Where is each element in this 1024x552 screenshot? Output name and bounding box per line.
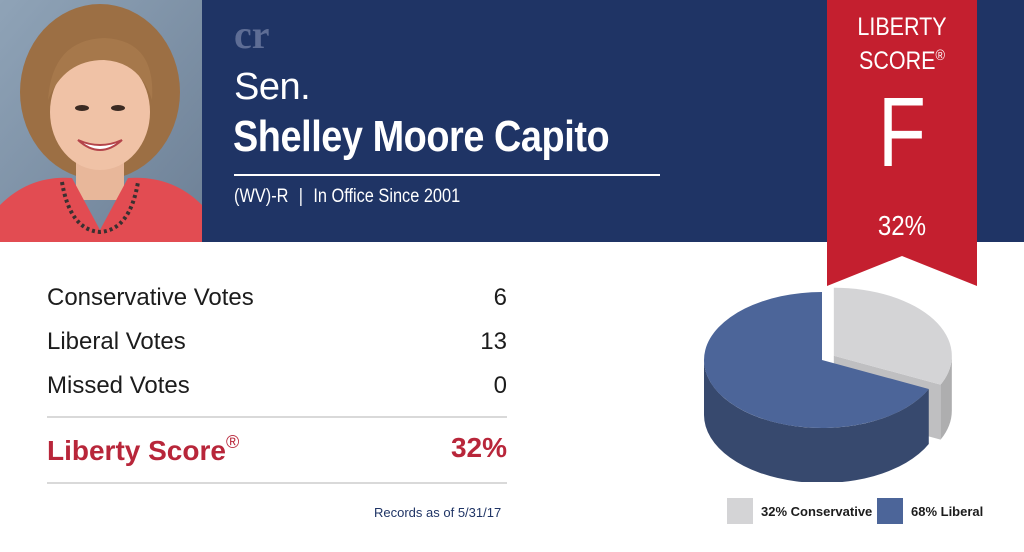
- row-value: 6: [493, 284, 507, 311]
- row-value: 13: [480, 328, 507, 355]
- senator-meta: (WV)-R | In Office Since 2001: [234, 186, 460, 208]
- liberty-score-ribbon: LIBERTY SCORE® F 32%: [827, 0, 977, 286]
- legend-item-liberal: 68% Liberal: [877, 497, 983, 525]
- score-registered-mark: ®: [225, 432, 240, 452]
- pie-side-liberal: [704, 360, 929, 482]
- pie-slice-liberal: [704, 292, 929, 428]
- liberty-percent: 32%: [877, 210, 927, 241]
- liberty-grade: F: [878, 77, 926, 187]
- row-label: Missed Votes: [47, 372, 190, 399]
- legend-item-conservative: 32% Conservative: [727, 497, 872, 525]
- svg-text:cr: cr: [234, 14, 270, 54]
- table-divider-top: [47, 416, 507, 418]
- senator-name: Shelley Moore Capito: [233, 112, 610, 161]
- vote-pie-chart: [704, 287, 952, 482]
- ribbon-title-line2: SCORE®: [838, 42, 967, 75]
- meta-separator: |: [298, 186, 304, 207]
- tenure: In Office Since 2001: [313, 186, 461, 207]
- legend-swatch-conservative: [727, 498, 753, 524]
- liberty-score-label: Liberty Score®: [47, 432, 239, 467]
- pie-wall: [704, 360, 929, 482]
- row-value: 0: [493, 372, 507, 399]
- ribbon-title-text: SCORE: [859, 47, 936, 75]
- row-label: Liberal Votes: [47, 328, 186, 355]
- legend-label: 68% Liberal: [911, 503, 984, 519]
- legend-label: 32% Conservative: [761, 503, 873, 519]
- legend-swatch-liberal: [877, 498, 903, 524]
- table-divider-bottom: [47, 482, 507, 484]
- pie-wall: [940, 355, 952, 440]
- pie-slice-conservative: [833, 287, 952, 385]
- score-label-text: Liberty Score: [47, 435, 226, 466]
- liberty-score-value: 32%: [450, 432, 507, 463]
- ribbon-shape: [827, 0, 977, 286]
- records-note: Records as of 5/31/17: [374, 505, 502, 520]
- senator-photo: [0, 0, 202, 242]
- registered-mark: ®: [935, 47, 945, 64]
- name-divider: [234, 174, 660, 176]
- senator-prefix: Sen.: [234, 66, 311, 108]
- state-party: (WV)-R: [234, 186, 289, 207]
- row-label: Conservative Votes: [47, 284, 254, 311]
- cr-logo: cr: [234, 14, 270, 54]
- senator-portrait-image: [0, 0, 202, 242]
- ribbon-title-line1: LIBERTY: [857, 13, 947, 41]
